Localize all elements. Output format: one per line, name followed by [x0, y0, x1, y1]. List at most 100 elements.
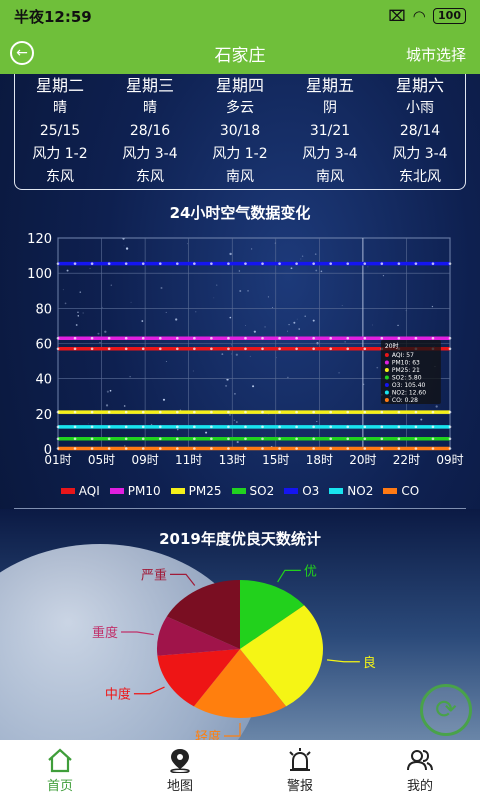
data-point: [124, 437, 128, 441]
data-point: [431, 425, 435, 429]
star-dot: [150, 423, 153, 426]
star-dot: [316, 420, 318, 422]
data-point: [346, 447, 350, 450]
legend-item[interactable]: CO: [383, 484, 419, 498]
data-point: [380, 447, 384, 450]
star-dot: [124, 445, 126, 447]
legend-item[interactable]: O3: [284, 484, 319, 498]
data-point: [210, 437, 213, 441]
data-point: [329, 336, 332, 340]
x-tick-label: 09时: [131, 453, 158, 467]
data-point: [312, 336, 315, 340]
star-dot: [75, 324, 78, 326]
forecast-day: 星期二 晴 25/15 风力 1-2 东风: [15, 74, 105, 189]
star-dot: [344, 341, 346, 343]
data-point: [141, 447, 145, 450]
tooltip-line: NO2: 12.60: [392, 389, 426, 396]
tab-alarm[interactable]: 警报: [240, 740, 360, 800]
legend-item[interactable]: PM10: [109, 484, 161, 498]
data-point: [244, 262, 247, 265]
star-dot: [125, 247, 129, 250]
data-point: [158, 347, 162, 351]
map-pin-icon: [170, 748, 190, 773]
back-icon[interactable]: ←: [10, 41, 34, 65]
legend-item[interactable]: NO2: [329, 484, 373, 498]
star-dot: [79, 291, 82, 293]
data-point: [346, 262, 350, 265]
star-dot: [312, 319, 315, 322]
star-dot: [293, 321, 296, 324]
tab-map[interactable]: 地图: [120, 740, 240, 800]
data-point: [158, 437, 162, 441]
star-dot: [320, 270, 323, 273]
battery-icon: 100: [433, 8, 466, 24]
tooltip-swatch: [384, 390, 389, 395]
data-point: [363, 262, 367, 265]
data-point: [107, 262, 111, 265]
legend-label: PM10: [127, 484, 161, 498]
legend-item[interactable]: PM25: [170, 484, 222, 498]
data-point: [363, 410, 367, 414]
star-dot: [296, 318, 298, 320]
tooltip-line: SO2: 5.80: [392, 374, 422, 381]
legend-swatch: [60, 488, 75, 494]
star-dot: [234, 393, 236, 395]
legend-item[interactable]: SO2: [231, 484, 274, 498]
data-point: [431, 437, 435, 441]
data-point: [227, 437, 230, 441]
data-point: [210, 447, 213, 450]
tab-label: 警报: [286, 778, 313, 794]
forecast-wind-dir: 南风: [226, 169, 254, 185]
air-quality-line-chart[interactable]: 0 20 40 60 80 100 120 01时 05时 09时 11时 13时 15时 18时 20时 2…: [0, 224, 480, 474]
divider: [14, 508, 466, 509]
data-point: [380, 437, 384, 441]
data-point: [261, 347, 264, 351]
data-point: [278, 437, 281, 441]
data-point: [73, 336, 77, 340]
wifi-icon: ◠: [413, 7, 426, 25]
data-point: [90, 336, 94, 340]
data-point: [448, 347, 452, 351]
star-dot: [66, 269, 69, 272]
star-dot: [192, 370, 194, 372]
data-point: [414, 447, 418, 450]
tab-home[interactable]: 首页: [0, 740, 120, 800]
data-point: [278, 347, 281, 351]
app-bar: ← 石家庄 城市选择: [0, 32, 480, 74]
city-select-button[interactable]: 城市选择: [405, 46, 466, 64]
data-point: [90, 425, 94, 429]
star-dot: [130, 301, 132, 303]
forecast-wind-dir: 东风: [136, 169, 164, 185]
star-dot: [229, 316, 232, 319]
tab-profile[interactable]: 我的: [360, 740, 480, 800]
data-point: [380, 425, 384, 429]
data-point: [90, 262, 94, 265]
pie-chart-title: 2019年度优良天数统计: [159, 530, 321, 548]
forecast-panel: 星期二 晴 25/15 风力 1-2 东风 星期三 晴 28/16 风力 3-4…: [14, 74, 466, 190]
x-tick-label: 22时: [393, 453, 420, 467]
data-point: [346, 336, 350, 340]
forecast-weather: 多云: [226, 100, 254, 116]
star-dot: [247, 290, 249, 292]
forecast-day-name: 星期六: [395, 76, 444, 95]
star-dot: [231, 353, 233, 355]
star-dot: [301, 255, 304, 257]
legend-swatch: [170, 488, 185, 494]
star-dot: [251, 248, 253, 250]
star-dot: [64, 302, 67, 305]
star-dot: [382, 275, 385, 277]
forecast-weather: 晴: [143, 100, 157, 116]
forecast-wind-level: 风力 3-4: [392, 146, 448, 162]
data-point: [295, 336, 298, 340]
data-point: [448, 410, 452, 414]
data-point: [56, 437, 60, 441]
legend-item[interactable]: AQI: [60, 484, 100, 498]
data-point: [227, 425, 230, 429]
refresh-icon[interactable]: ⟳: [420, 684, 472, 736]
star-dot: [290, 267, 293, 270]
data-point: [90, 447, 94, 450]
main-content[interactable]: 星期二 晴 25/15 风力 1-2 东风 星期三 晴 28/16 风力 3-4…: [0, 74, 480, 740]
star-dot: [338, 372, 340, 374]
forecast-day-name: 星期三: [125, 76, 174, 95]
